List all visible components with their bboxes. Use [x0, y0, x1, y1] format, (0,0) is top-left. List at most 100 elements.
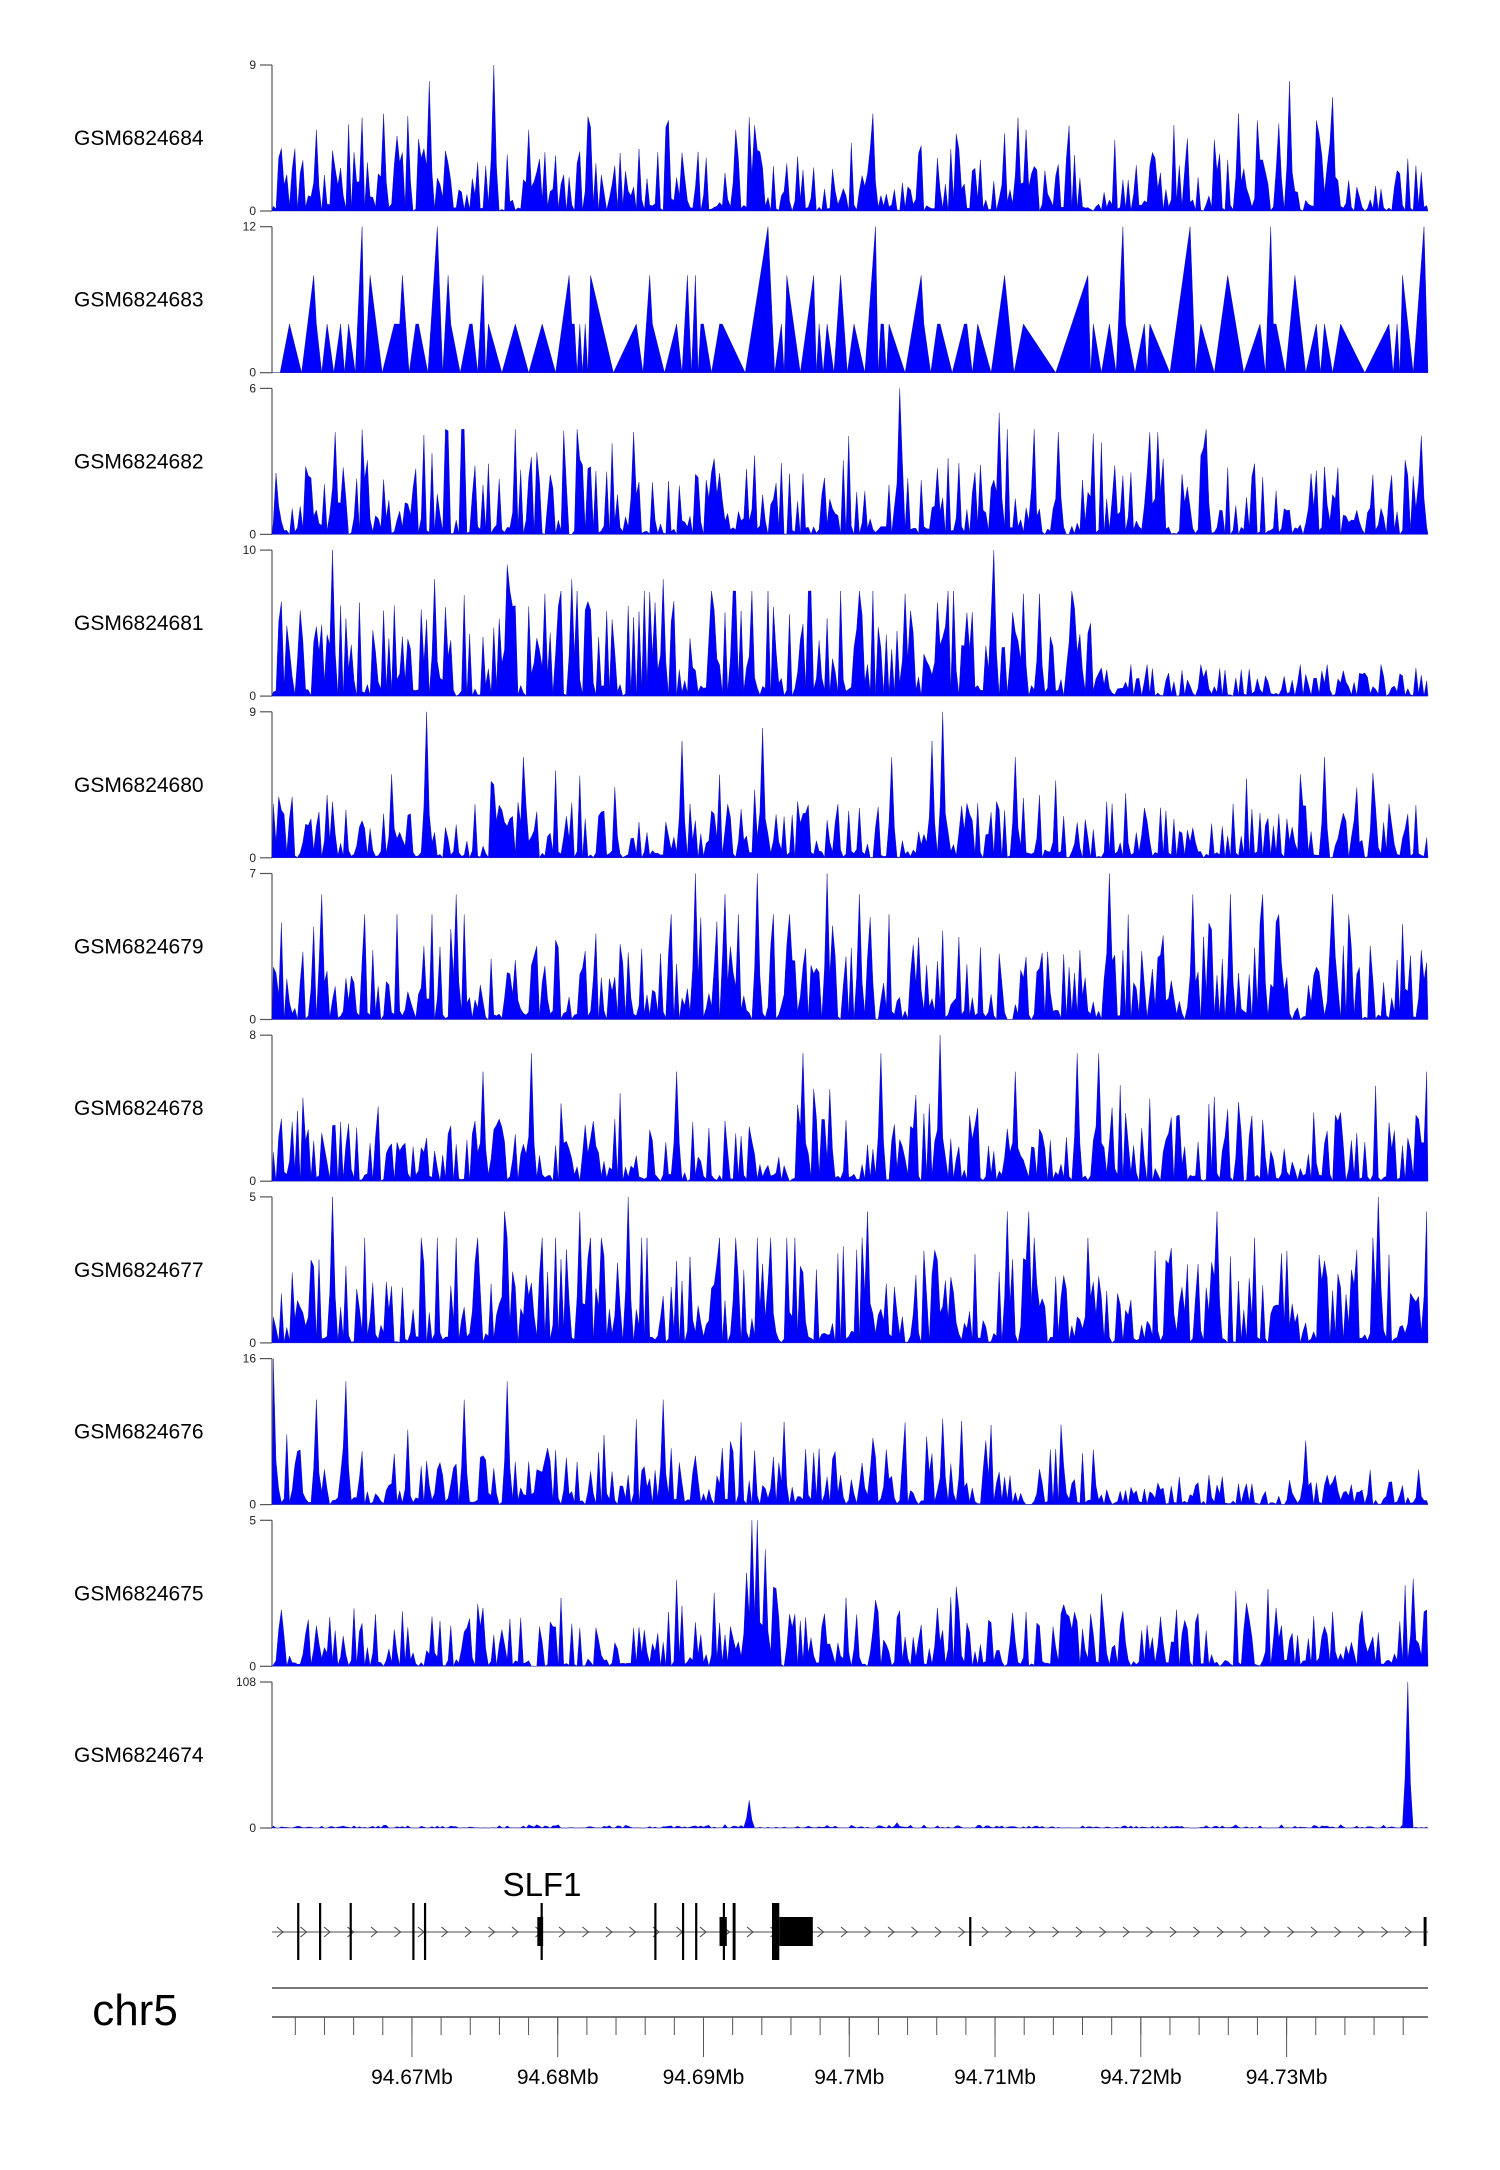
strand-arrow-icon	[1287, 1926, 1295, 1938]
strand-arrow-icon	[1310, 1926, 1318, 1938]
strand-arrow-icon	[1052, 1926, 1060, 1938]
track-label: GSM6824677	[74, 1259, 204, 1282]
gene-name-label: SLF1	[503, 1866, 582, 1903]
y-tick-label-max: 10	[243, 543, 257, 557]
x-tick-label: 94.72Mb	[1100, 2066, 1182, 2089]
track-label: GSM6824680	[74, 774, 204, 797]
y-tick-label-min: 0	[249, 1013, 256, 1027]
strand-arrow-icon	[1381, 1926, 1389, 1938]
coverage-area	[271, 388, 1429, 536]
strand-arrow-icon	[394, 1926, 402, 1938]
coverage-area	[271, 64, 1429, 212]
track-GSM6824680: GSM6824680 9 0	[74, 705, 1429, 865]
y-tick-label-min: 0	[249, 1336, 256, 1350]
strand-arrow-icon	[981, 1926, 989, 1938]
strand-arrow-icon	[1005, 1926, 1013, 1938]
track-label: GSM6824676	[74, 1421, 204, 1444]
coverage-area	[271, 1681, 1429, 1829]
coverage-area	[271, 1520, 1429, 1667]
strand-arrow-icon	[300, 1926, 308, 1938]
track-label: GSM6824684	[74, 127, 204, 150]
y-tick-label-min: 0	[249, 527, 256, 541]
track-label: GSM6824675	[74, 1582, 204, 1605]
track-label: GSM6824681	[74, 612, 204, 635]
strand-arrow-icon	[323, 1926, 331, 1938]
x-tick-label: 94.69Mb	[663, 2066, 745, 2089]
exon	[654, 1903, 657, 1960]
coverage-area	[271, 550, 1429, 697]
y-tick-label-max: 6	[249, 381, 256, 395]
track-label: GSM6824683	[74, 289, 204, 312]
exon	[779, 1917, 813, 1946]
x-tick-label: 94.71Mb	[954, 2066, 1036, 2089]
track-label: GSM6824682	[74, 450, 204, 473]
strand-arrow-icon	[1099, 1926, 1107, 1938]
strand-arrow-icon	[1263, 1926, 1271, 1938]
track-GSM6824679: GSM6824679 7 0	[74, 867, 1429, 1027]
y-tick-label-min: 0	[249, 1659, 256, 1673]
strand-arrow-icon	[464, 1926, 472, 1938]
y-tick-label-max: 108	[236, 1675, 256, 1689]
track-GSM6824676: GSM6824676 16 0	[74, 1352, 1429, 1512]
track-GSM6824674: GSM6824674 108 0	[74, 1675, 1429, 1835]
y-tick-label-max: 7	[249, 867, 256, 881]
exon	[681, 1903, 685, 1960]
strand-arrow-icon	[1169, 1926, 1177, 1938]
exon	[349, 1903, 352, 1960]
y-tick-label-max: 12	[243, 220, 257, 234]
gene-track: SLF1	[272, 1866, 1428, 1960]
y-tick-label-max: 5	[249, 1190, 256, 1204]
strand-arrow-icon	[864, 1926, 872, 1938]
exon	[732, 1903, 736, 1960]
strand-arrow-icon	[441, 1926, 449, 1938]
strand-arrow-icon	[511, 1926, 519, 1938]
coverage-area	[271, 1035, 1429, 1182]
x-tick-label: 94.68Mb	[517, 2066, 599, 2089]
y-tick-label-max: 9	[249, 58, 256, 72]
x-tick-label: 94.67Mb	[371, 2066, 453, 2089]
track-label: GSM6824678	[74, 1097, 204, 1120]
strand-arrow-icon	[699, 1926, 707, 1938]
strand-arrow-icon	[1216, 1926, 1224, 1938]
strand-arrow-icon	[1193, 1926, 1201, 1938]
strand-arrow-icon	[1122, 1926, 1130, 1938]
strand-arrow-icon	[817, 1926, 825, 1938]
coverage-area	[271, 711, 1429, 859]
strand-arrow-icon	[370, 1926, 378, 1938]
y-tick-label-max: 9	[249, 705, 256, 719]
y-tick-label-min: 0	[249, 1174, 256, 1188]
y-tick-label-min: 0	[249, 204, 256, 218]
coverage-area	[271, 1358, 1429, 1506]
exon	[695, 1903, 698, 1960]
strand-arrow-icon	[958, 1926, 966, 1938]
y-tick-label-max: 8	[249, 1028, 256, 1042]
exon	[772, 1903, 780, 1960]
exon	[969, 1917, 972, 1946]
strand-arrow-icon	[605, 1926, 613, 1938]
track-label: GSM6824674	[74, 1744, 204, 1767]
exon	[722, 1903, 726, 1960]
strand-arrow-icon	[934, 1926, 942, 1938]
strand-arrow-icon	[840, 1926, 848, 1938]
exon	[537, 1917, 544, 1946]
coverage-area	[272, 226, 1429, 374]
strand-arrow-icon	[558, 1926, 566, 1938]
track-GSM6824678: GSM6824678 8 0	[74, 1028, 1429, 1188]
strand-arrow-icon	[347, 1926, 355, 1938]
strand-arrow-icon	[1404, 1926, 1412, 1938]
x-tick-label: 94.7Mb	[814, 2066, 884, 2089]
track-GSM6824682: GSM6824682 6 0	[74, 381, 1429, 541]
exon	[540, 1903, 543, 1960]
genomic-axis: 94.67Mb 94.68Mb 94.69Mb 94.7Mb 94.71Mb 94.72M…	[272, 2016, 1428, 2089]
strand-arrow-icon	[1357, 1926, 1365, 1938]
x-tick-label: 94.73Mb	[1246, 2066, 1328, 2089]
strand-arrow-icon	[629, 1926, 637, 1938]
coverage-tracks: GSM682468490GSM6824683120GSM682468260GSM…	[74, 58, 1429, 1835]
strand-arrow-icon	[911, 1926, 919, 1938]
exon	[412, 1903, 415, 1960]
y-tick-label-min: 0	[249, 1498, 256, 1512]
strand-arrow-icon	[1075, 1926, 1083, 1938]
strand-arrow-icon	[887, 1926, 895, 1938]
strand-arrow-icon	[1146, 1926, 1154, 1938]
strand-arrow-icon	[746, 1926, 754, 1938]
